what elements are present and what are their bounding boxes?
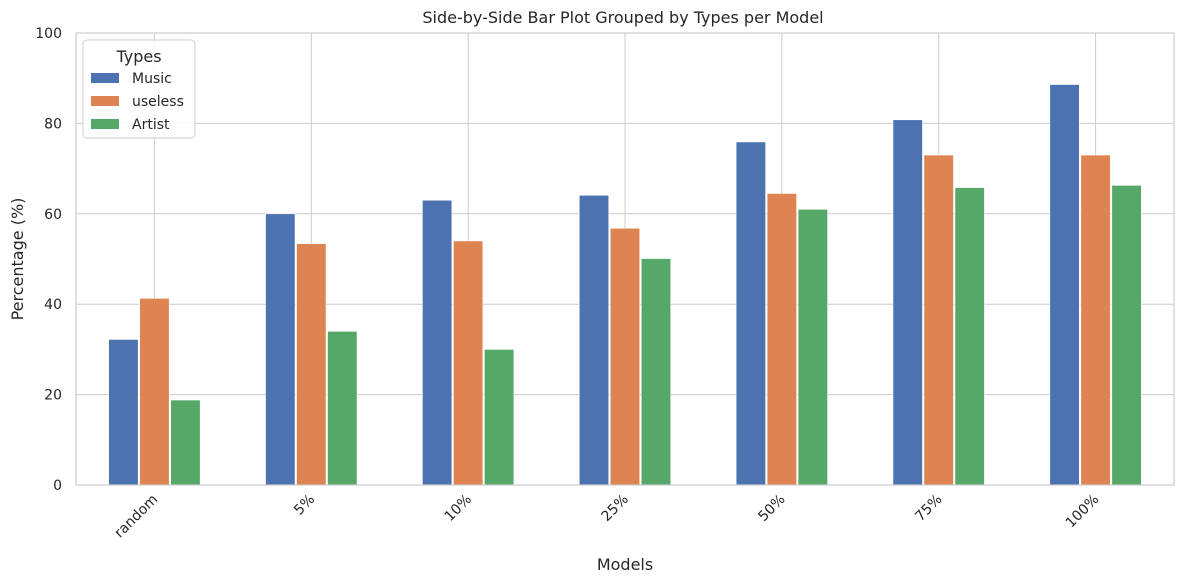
y-axis-title: Percentage (%) (8, 198, 27, 321)
x-tick-label: 75% (912, 492, 945, 525)
legend-label-useless: useless (132, 94, 184, 110)
y-tick-label: 20 (44, 388, 62, 404)
bar-music-3 (578, 194, 610, 486)
bar-useless-1 (296, 243, 327, 486)
plot-frame (75, 32, 1175, 486)
legend-swatch-artist (91, 119, 119, 129)
x-tick-label: random (112, 492, 162, 542)
y-tick-labels: 0 20 40 60 80 100 (35, 26, 62, 494)
y-tick-label: 0 (53, 478, 62, 494)
legend-swatch-music (91, 73, 119, 83)
bar-useless-3 (609, 227, 641, 486)
bar-artist-3 (640, 258, 672, 486)
legend-title: Types (115, 47, 161, 66)
bar-music-0 (108, 339, 139, 486)
y-tick-label: 80 (44, 116, 62, 132)
y-tick-label: 40 (44, 297, 62, 313)
bar-useless-4 (766, 193, 797, 486)
legend-label-music: Music (132, 71, 172, 87)
bar-useless-0 (139, 298, 170, 486)
chart-title: Side-by-Side Bar Plot Grouped by Types p… (422, 8, 823, 27)
bar-useless-2 (453, 240, 484, 486)
x-tick-labels: random 5% 10% 25% 50% 75% 100% (112, 492, 1103, 542)
bar-artist-6 (1111, 185, 1142, 486)
legend-box (82, 39, 196, 139)
legend: Types Music useless Artist (82, 39, 196, 139)
bar-useless-5 (923, 154, 954, 486)
legend-swatch-useless (91, 96, 119, 106)
bar-artist-1 (327, 331, 358, 486)
x-tick-label: 5% (291, 492, 318, 519)
x-tick-label: 50% (755, 492, 788, 525)
bar-artist-4 (797, 208, 828, 486)
x-tick-label: 100% (1063, 492, 1103, 532)
bar-music-2 (422, 199, 453, 486)
bars (108, 84, 1142, 486)
x-tick-label: 25% (599, 492, 632, 525)
bar-useless-6 (1080, 154, 1111, 486)
bar-artist-5 (954, 187, 985, 486)
y-tick-label: 60 (44, 207, 62, 223)
bar-music-6 (1049, 84, 1080, 486)
bar-artist-2 (484, 349, 515, 486)
bar-music-4 (735, 141, 766, 486)
bar-artist-0 (170, 399, 201, 486)
bar-music-5 (892, 119, 923, 486)
bar-music-1 (265, 213, 296, 486)
y-tick-label: 100 (35, 26, 62, 42)
legend-label-artist: Artist (132, 117, 170, 133)
legend-items: Music useless Artist (91, 71, 184, 133)
x-tick-label: 10% (442, 492, 475, 525)
x-axis-title: Models (597, 555, 653, 574)
